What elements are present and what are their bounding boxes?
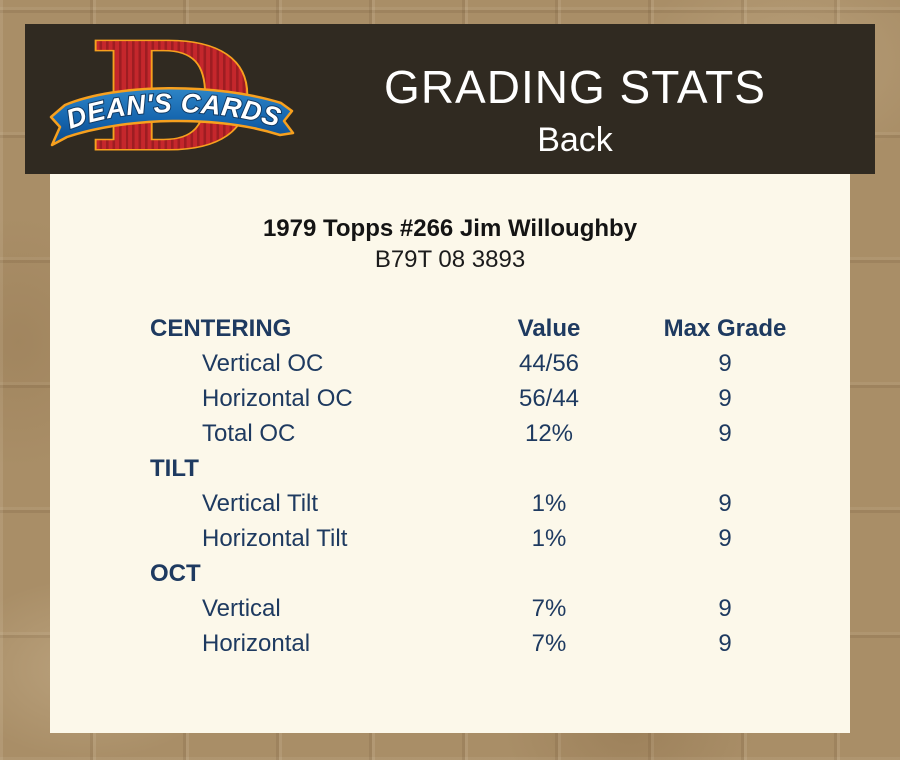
deans-cards-logo-graphic: D DEAN'S CARDS: [49, 9, 295, 186]
row-max-grade: [648, 451, 802, 486]
section-label: TILT: [150, 455, 199, 482]
row-value: [450, 451, 648, 486]
deans-cards-logo: D DEAN'S CARDS: [47, 9, 295, 186]
section-header-tilt: TILT: [50, 451, 850, 486]
row-value: 56/44: [518, 385, 580, 412]
table-row-oct-horizontal: Horizontal 7% 9: [50, 626, 850, 661]
header-titles: GRADING STATS Back: [275, 24, 875, 174]
row-label: Vertical OC: [202, 350, 324, 377]
stats-panel: 1979 Topps #266 Jim Willoughby B79T 08 3…: [50, 174, 850, 733]
section-label: OCT: [150, 560, 201, 587]
row-label: Vertical: [202, 595, 281, 622]
table-row-vertical-tilt: Vertical Tilt 1% 9: [50, 486, 850, 521]
card-title: 1979 Topps #266 Jim Willoughby: [262, 215, 638, 242]
table-row-horizontal-oc: Horizontal OC 56/44 9: [50, 381, 850, 416]
section-header-centering: CENTERING: [150, 315, 292, 342]
table-row-horizontal-tilt: Horizontal Tilt 1% 9: [50, 521, 850, 556]
row-max-grade: 9: [718, 525, 732, 552]
page-title: GRADING STATS: [384, 61, 766, 113]
grading-table: CENTERING Value Max Grade Vertical OC 44…: [50, 311, 850, 661]
table-header-row: CENTERING Value Max Grade: [50, 311, 850, 346]
row-value: 12%: [524, 420, 574, 447]
table-row-vertical-oc: Vertical OC 44/56 9: [50, 346, 850, 381]
row-label: Horizontal: [202, 630, 311, 657]
card-serial: B79T 08 3893: [374, 246, 526, 273]
row-label: Horizontal OC: [202, 385, 353, 412]
row-max-grade: 9: [718, 595, 732, 622]
row-label: Total OC: [202, 420, 296, 447]
section-header-oct: OCT: [50, 556, 850, 591]
row-max-grade: 9: [718, 420, 732, 447]
column-header-value: Value: [517, 315, 581, 342]
row-max-grade: [648, 556, 802, 591]
header-bar: D DEAN'S CARDS GRADING STATS Back: [25, 9, 875, 186]
row-label: Vertical Tilt: [202, 490, 319, 517]
row-max-grade: 9: [718, 350, 732, 377]
row-value: [450, 556, 648, 591]
row-value: 1%: [531, 525, 567, 552]
row-label: Horizontal Tilt: [202, 525, 348, 552]
logo-ribbon: [49, 87, 295, 147]
row-max-grade: 9: [718, 385, 732, 412]
table-row-total-oc: Total OC 12% 9: [50, 416, 850, 451]
row-max-grade: 9: [718, 490, 732, 517]
table-row-oct-vertical: Vertical 7% 9: [50, 591, 850, 626]
row-value: 1%: [531, 490, 567, 517]
column-header-max-grade: Max Grade: [663, 315, 787, 342]
card-side-label: Back: [537, 121, 613, 159]
row-max-grade: 9: [718, 630, 732, 657]
row-value: 7%: [531, 630, 567, 657]
row-value: 44/56: [518, 350, 580, 377]
row-value: 7%: [531, 595, 567, 622]
